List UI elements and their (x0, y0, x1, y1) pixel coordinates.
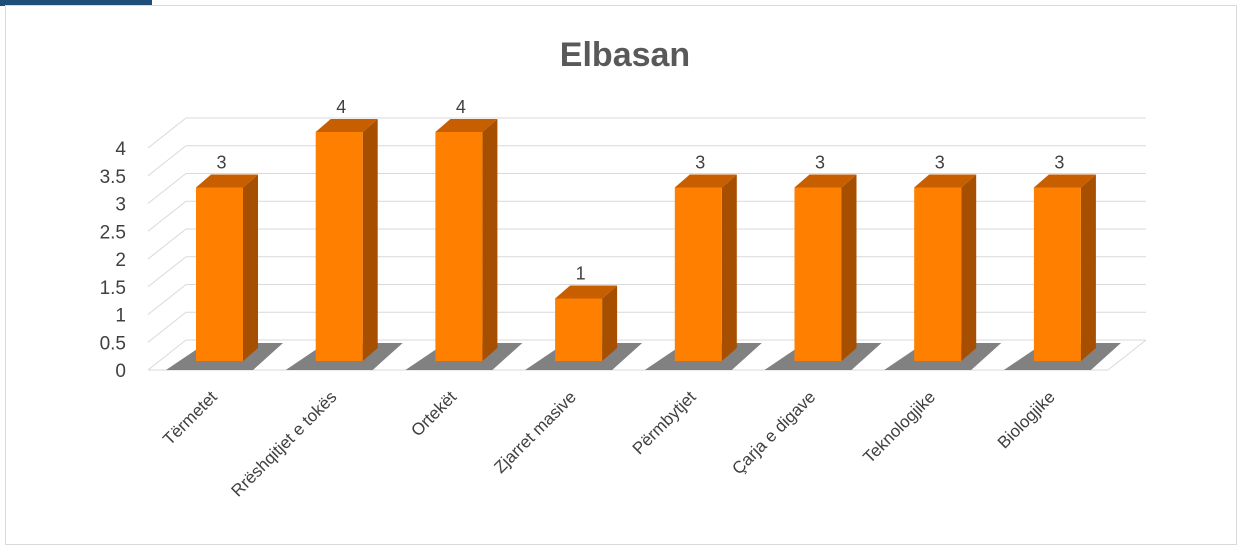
y-tick-label: 2 (115, 250, 126, 271)
bar-side (1080, 174, 1096, 361)
gridline-diagonal (147, 284, 187, 315)
bar-shadows (166, 343, 1121, 370)
bar-side (961, 174, 977, 361)
data-label: 1 (576, 264, 586, 284)
bar-top (435, 119, 498, 132)
gridline-diagonal (147, 256, 187, 288)
y-tick-label: 1 (115, 306, 126, 327)
gridline-diagonal (147, 228, 187, 260)
x-axis-labels: Tërmetet Rrëshqitjet e tokës Ortekët Zjarre… (159, 387, 1058, 500)
bars (196, 119, 1096, 361)
bar-side (362, 119, 378, 361)
floor-right-edge (1107, 339, 1147, 371)
bar (674, 187, 722, 361)
y-tick-label: 0.5 (100, 333, 126, 354)
gridline-diagonal (147, 173, 187, 204)
x-tick-label: Rrëshqitjet e tokës (228, 387, 341, 500)
bar-top (914, 174, 977, 188)
data-label: 4 (336, 97, 346, 117)
data-label: 3 (1054, 153, 1064, 173)
bar (914, 187, 962, 361)
data-label: 3 (216, 153, 226, 173)
data-label: 3 (695, 153, 705, 173)
bar-side (721, 174, 737, 361)
x-tick-label: Ortekët (407, 387, 460, 440)
y-axis-ticks: 0 0.5 1 1.5 2 2.5 3 3.5 4 (100, 139, 127, 382)
bar (196, 187, 243, 361)
bar-top (794, 174, 857, 188)
bar-top (196, 174, 258, 188)
y-tick-label: 3.5 (100, 167, 126, 188)
gridline-diagonal (147, 200, 187, 232)
gridline-diagonal (147, 339, 187, 371)
data-label: 3 (815, 153, 825, 173)
bar (794, 187, 842, 361)
bar (1033, 187, 1081, 361)
gridline-diagonal (147, 145, 187, 177)
y-tick-label: 3 (115, 195, 126, 216)
bar (435, 132, 483, 361)
bar-top (555, 285, 618, 299)
x-tick-label: Zjarret masive (490, 387, 580, 477)
bar-side (841, 174, 857, 361)
bar-side (602, 285, 618, 361)
y-tick-label: 0 (115, 361, 126, 382)
x-tick-label: Përmbytjet (629, 387, 700, 458)
y-tick-label: 2.5 (100, 222, 126, 243)
gridline-diagonal (147, 117, 187, 149)
chart-title: Elbasan (560, 36, 690, 74)
bar-top (1033, 174, 1096, 188)
data-label: 3 (935, 153, 945, 173)
x-tick-label: Tërmetet (159, 387, 221, 449)
bar-top (315, 119, 378, 132)
x-tick-label: Teknologjike (859, 387, 939, 467)
bar-side (482, 119, 498, 361)
top-left-accent-bar (0, 0, 152, 6)
y-tick-label: 4 (115, 139, 126, 160)
data-labels: 3 4 4 1 3 3 3 3 (216, 97, 1064, 284)
y-tick-label: 1.5 (100, 278, 126, 299)
bar (315, 132, 363, 361)
x-tick-label: Biologjike (994, 387, 1059, 452)
gridlines (147, 117, 1146, 371)
x-tick-label: Çarja e digave (728, 387, 819, 478)
bar-side (243, 174, 258, 361)
bar-top (674, 174, 737, 188)
data-label: 4 (456, 97, 466, 117)
bar (555, 298, 603, 361)
gridline-diagonal (147, 311, 187, 343)
